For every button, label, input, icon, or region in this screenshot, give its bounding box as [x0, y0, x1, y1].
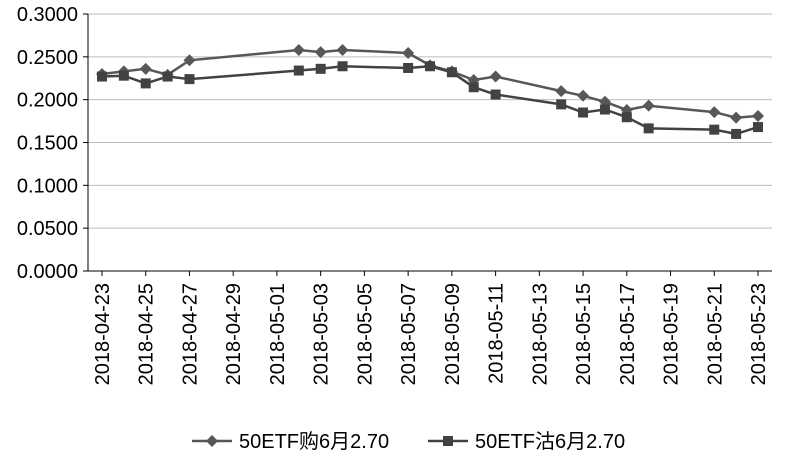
square-marker: [162, 71, 173, 82]
x-tick-label: 2018-05-15: [573, 283, 595, 385]
x-tick-label: 2018-05-23: [748, 283, 770, 385]
y-tick-label: 0.0500: [17, 218, 78, 240]
square-marker: [97, 71, 107, 82]
diamond-marker: [183, 54, 196, 67]
x-axis-labels: 2018-04-23 2018-04-25 2018-04-27 2018-04-29…: [92, 283, 770, 385]
legend: 50ETF购6月2.70 50ETF沽6月2.70: [192, 430, 625, 453]
diamond-marker: [708, 106, 721, 119]
x-tick-label: 2018-05-19: [661, 283, 683, 385]
x-tick-label: 2018-04-23: [92, 283, 114, 385]
y-tick-label: 0.1500: [17, 133, 78, 155]
square-marker: [425, 61, 435, 72]
square-marker: [446, 67, 457, 78]
x-tick-label: 2018-05-05: [354, 283, 376, 385]
legend-label: 50ETF沽6月2.70: [475, 430, 625, 453]
x-tick-label: 2018-05-03: [311, 283, 333, 385]
square-marker: [709, 124, 720, 135]
x-tick-label: 2018-05-01: [267, 283, 289, 385]
x-tick-label: 2018-04-29: [223, 283, 245, 385]
x-tick-label: 2018-05-17: [617, 283, 639, 385]
square-marker: [753, 122, 763, 133]
square-marker: [578, 107, 589, 118]
y-tick-label: 0.1000: [17, 175, 78, 197]
square-marker: [643, 123, 654, 134]
diamond-marker: [314, 46, 327, 59]
square-marker: [293, 65, 304, 76]
series-group: [96, 43, 764, 139]
square-marker: [140, 78, 151, 89]
square-marker: [556, 99, 567, 110]
square-marker: [337, 61, 348, 72]
diamond-marker: [489, 70, 502, 83]
axes: [83, 13, 772, 276]
y-axis-labels: 0.0000 0.0500 0.1000 0.1500 0.2000 0.2500 0.30…: [17, 4, 78, 283]
diamond-marker: [730, 111, 743, 124]
square-marker: [315, 63, 326, 74]
x-tick-label: 2018-05-11: [486, 283, 508, 384]
square-marker: [490, 89, 501, 100]
diamond-marker: [402, 46, 415, 59]
legend-label: 50ETF购6月2.70: [239, 430, 389, 453]
y-tick-label: 0.2500: [17, 47, 78, 69]
diamond-marker: [577, 89, 590, 102]
square-marker: [621, 112, 632, 123]
x-tick-label: 2018-05-07: [398, 283, 420, 385]
diamond-marker: [292, 43, 305, 56]
x-tick-label: 2018-05-21: [704, 283, 726, 385]
square-marker: [118, 70, 129, 81]
gridlines: [88, 13, 772, 229]
square-marker: [731, 128, 742, 139]
x-tick-label: 2018-05-13: [529, 283, 551, 385]
square-marker: [443, 436, 453, 446]
diamond-marker: [642, 99, 655, 112]
square-marker: [184, 74, 195, 85]
x-tick-label: 2018-05-09: [442, 283, 464, 385]
diamond-marker: [555, 85, 568, 98]
diamond-marker: [206, 435, 218, 447]
x-tick-label: 2018-04-27: [179, 283, 201, 385]
y-tick-label: 0.0000: [17, 261, 78, 283]
square-marker: [468, 82, 479, 93]
diamond-marker: [336, 43, 349, 56]
diamond-marker: [752, 109, 764, 122]
x-tick-label: 2018-04-25: [136, 283, 158, 385]
square-marker: [403, 62, 414, 73]
square-marker: [599, 104, 610, 115]
y-tick-label: 0.3000: [17, 4, 78, 26]
y-tick-label: 0.2000: [17, 90, 78, 112]
diamond-marker: [139, 62, 152, 75]
